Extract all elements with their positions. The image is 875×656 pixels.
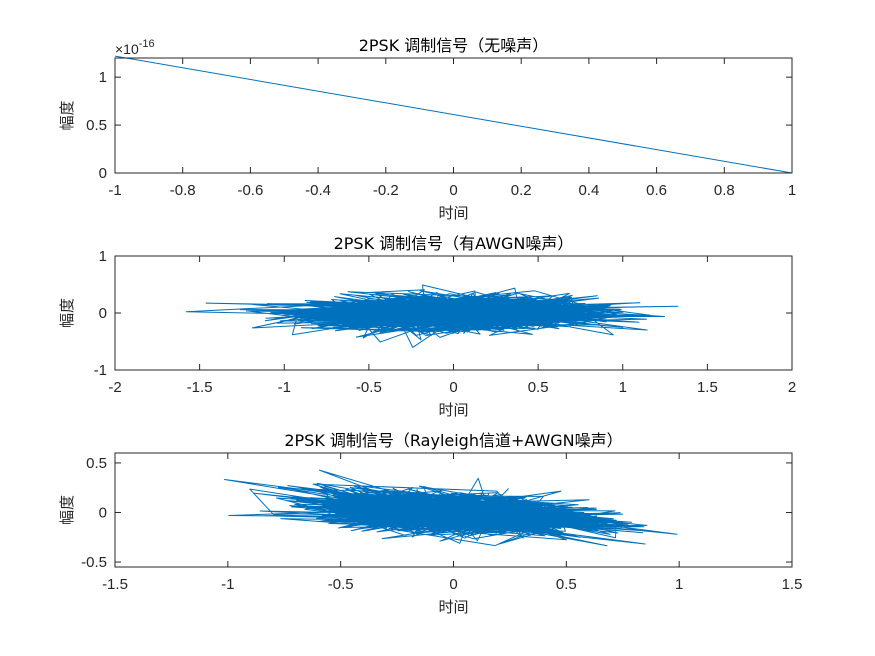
x-tick-label: -1.5	[187, 379, 213, 396]
x-axis-label: 时间	[438, 204, 468, 222]
x-tick-label: 0.4	[578, 182, 599, 199]
series-line-awgn	[185, 284, 679, 348]
x-tick-label: 0.6	[646, 182, 667, 199]
chart-title: 2PSK 调制信号（无噪声）	[359, 36, 549, 55]
y-tick-label: -0.5	[81, 554, 107, 571]
subplot-1: -1 -0.8 -0.6 -0.4 -0.2 0 0.2 0.4 0.6 0.8 1 0 0.5 1 ×10…	[58, 36, 796, 222]
x-tick-label: 2	[788, 379, 796, 396]
y-tick-label: 0	[99, 305, 107, 322]
x-tick-label: 1.5	[697, 379, 718, 396]
x-tick-label: 0.2	[511, 182, 532, 199]
x-tick-label: -0.4	[305, 182, 331, 199]
series-line-rayleigh_awgn	[224, 469, 678, 547]
x-tick-label: -1	[278, 379, 291, 396]
y-exponent-label: ×10-16	[115, 38, 155, 57]
x-tick-label: -1	[221, 576, 234, 593]
x-tick-label: -0.6	[237, 182, 263, 199]
x-tick-label: -1	[108, 182, 121, 199]
y-tick-label: 0.5	[86, 117, 107, 134]
x-tick-label: -0.2	[373, 182, 399, 199]
x-tick-label: 0	[449, 576, 457, 593]
series-line-noiseless	[114, 55, 793, 174]
x-tick-label: 0	[449, 379, 457, 396]
x-tick-label: 0.8	[714, 182, 735, 199]
x-tick-label: 0.5	[556, 576, 577, 593]
y-tick-label: 0	[99, 165, 107, 182]
x-tick-label: -0.5	[328, 576, 354, 593]
chart-title: 2PSK 调制信号（Rayleigh信道+AWGN噪声）	[284, 431, 622, 450]
y-tick-label: 0.5	[86, 455, 107, 472]
x-tick-label: 0.5	[528, 379, 549, 396]
x-axis-label: 时间	[438, 401, 468, 419]
y-axis-label: 幅度	[58, 100, 76, 130]
subplot-2: -2 -1.5 -1 -0.5 0 0.5 1 1.5 2 -1 0 1 2PSK 调制信号（有AWGN…	[58, 234, 796, 419]
x-axis-label: 时间	[438, 598, 468, 616]
x-tick-label: 1	[675, 576, 683, 593]
x-tick-label: 1	[788, 182, 796, 199]
y-axis-label: 幅度	[58, 495, 76, 525]
x-tick-label: -0.8	[170, 182, 196, 199]
y-exponent-base: ×10	[115, 41, 139, 57]
x-tick-label: -0.5	[356, 379, 382, 396]
chart-title: 2PSK 调制信号（有AWGN噪声）	[334, 234, 574, 253]
subplot-3: -1.5 -1 -0.5 0 0.5 1 1.5 -0.5 0 0.5 2PSK 调制信号（Rayl…	[58, 431, 802, 616]
y-tick-label: 1	[99, 248, 107, 265]
x-tick-label: 0	[449, 182, 457, 199]
y-exponent-power: -16	[139, 38, 155, 50]
y-axis-label: 幅度	[58, 298, 76, 328]
x-tick-label: -1.5	[102, 576, 128, 593]
x-tick-label: -2	[108, 379, 121, 396]
y-tick-label: -1	[94, 362, 107, 379]
x-tick-label: 1.5	[782, 576, 803, 593]
y-tick-label: 1	[99, 69, 107, 86]
x-tick-label: 1	[619, 379, 627, 396]
y-tick-label: 0	[99, 504, 107, 521]
